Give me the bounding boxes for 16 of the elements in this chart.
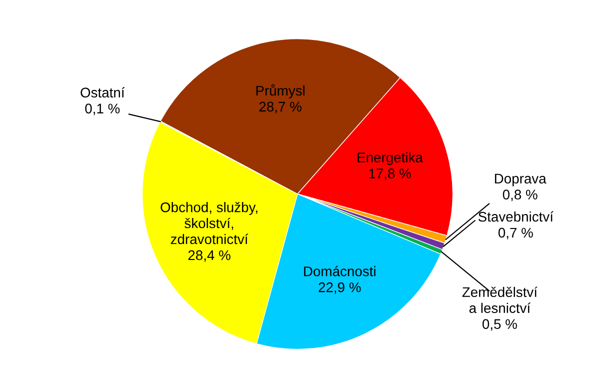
slice-label: Energetika (358, 152, 423, 166)
data-label: 0,8 % (502, 190, 538, 202)
data-label: 17,8 % (369, 168, 411, 180)
slice-label: Obchod, služby, školství, zdravotnictví (160, 202, 258, 244)
slice-label: Zemědělství a lesnictví (462, 286, 538, 314)
slice-label: Doprava (494, 174, 546, 186)
data-label: 28,4 % (188, 250, 230, 262)
slice-label: Stavebnictví (478, 211, 554, 222)
slice-label: Ostatní (80, 87, 125, 98)
data-label: 0,7 % (498, 228, 533, 240)
data-label: 0,5 % (482, 319, 517, 331)
slice-label: Domácnosti (304, 266, 376, 276)
data-label: 0,1 % (85, 104, 120, 116)
slice-label: Průmysl (256, 84, 304, 98)
data-label: 22,9 % (318, 282, 361, 294)
data-label: 28,7 % (259, 102, 302, 114)
